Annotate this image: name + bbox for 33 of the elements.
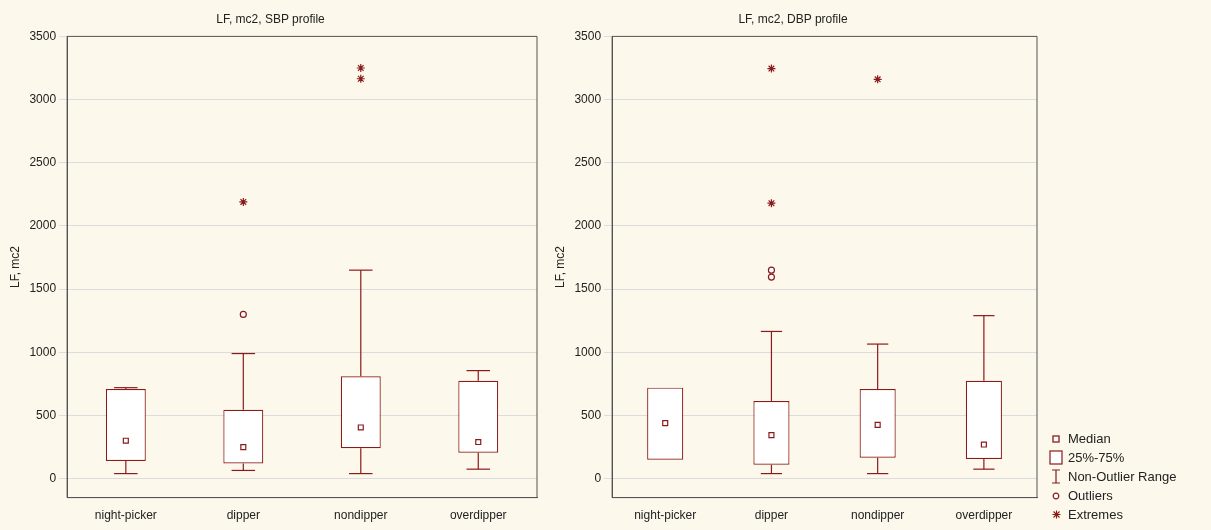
x-tick-label: night-picker — [94, 508, 157, 523]
y-tick-label: 0 — [49, 470, 57, 485]
chart-title: LF, mc2, SBP profile — [216, 11, 326, 26]
y-axis-title: LF, mc2 — [552, 245, 567, 289]
y-tick-label: 1500 — [29, 281, 57, 296]
y-tick-label: 1500 — [574, 281, 602, 296]
x-tick-label: night-picker — [634, 508, 697, 523]
legend-label: Extremes — [1068, 506, 1123, 524]
y-tick-label: 1000 — [574, 344, 602, 359]
y-tick-label: 3500 — [574, 28, 602, 43]
y-tick-label: 3500 — [29, 28, 57, 43]
y-tick-label: 1000 — [29, 344, 57, 359]
y-tick-label: 500 — [36, 407, 57, 422]
y-tick-label: 2000 — [574, 218, 602, 233]
chart-title: LF, mc2, DBP profile — [738, 11, 848, 26]
y-tick-label: 2000 — [29, 218, 57, 233]
y-tick-label: 2500 — [29, 155, 57, 170]
x-tick-label: dipper — [226, 508, 260, 523]
x-tick-label: overdipper — [955, 508, 1013, 523]
text: Non-Outlier Range — [1068, 468, 1177, 486]
x-tick-label: overdipper — [449, 508, 507, 523]
y-axis-title: LF, mc2 — [7, 245, 22, 289]
x-tick-label: nondipper — [850, 508, 905, 523]
y-tick-label: 2500 — [574, 155, 602, 170]
y-tick-label: 3000 — [29, 91, 57, 106]
y-tick-label: 0 — [594, 470, 602, 485]
x-tick-label: dipper — [754, 508, 789, 523]
text: Median — [1068, 430, 1111, 448]
text: 25%-75% — [1068, 449, 1125, 467]
text: Outliers — [1068, 487, 1113, 505]
y-tick-label: 3000 — [574, 91, 602, 106]
x-tick-label: nondipper — [334, 508, 388, 523]
y-tick-label: 500 — [581, 407, 602, 422]
